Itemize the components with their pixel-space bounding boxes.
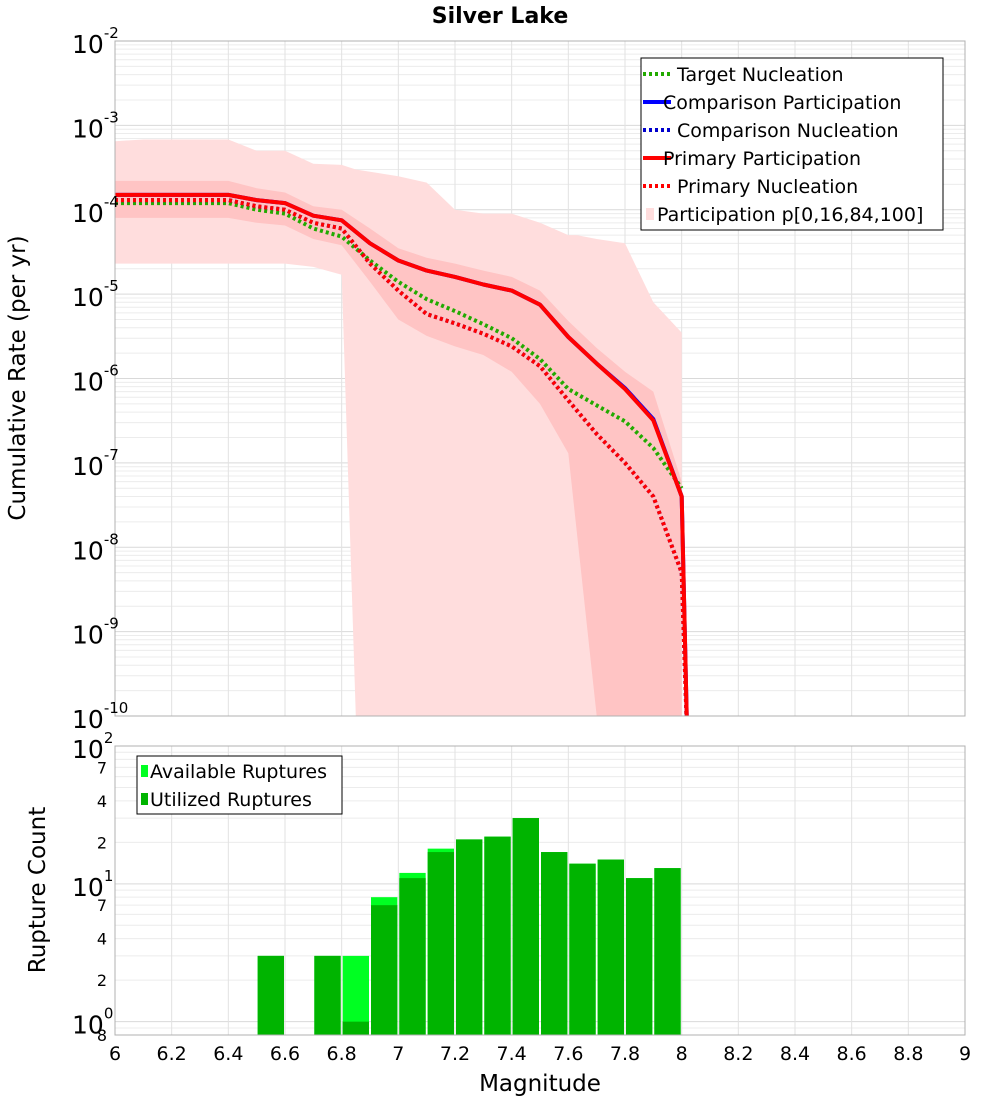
rate-y-tick-label: 10-8 bbox=[72, 530, 119, 565]
rate-panel: 10-10 10-9 10-8 10-7 10-6 10-5 10-4 10-3 10-2 Tar… bbox=[72, 24, 966, 734]
count-legend-box bbox=[136, 755, 343, 815]
utilized-ruptures-bar bbox=[626, 878, 653, 1035]
rate-y-tick-labels: 10-10 10-9 10-8 10-7 10-6 10-5 10-4 10-3 10-2 bbox=[72, 24, 128, 734]
count-y-minor-tick-label: 2 bbox=[97, 833, 107, 852]
utilized-ruptures-bar bbox=[314, 955, 341, 1035]
rate-y-tick-label: 10-10 bbox=[72, 699, 128, 734]
count-x-tick-label: 8.4 bbox=[780, 1043, 810, 1065]
rate-y-tick-label: 10-6 bbox=[72, 362, 119, 397]
count-plot-frame bbox=[114, 745, 966, 1036]
count-legend-label: Available Ruptures bbox=[150, 761, 327, 783]
utilized-ruptures-bar bbox=[399, 878, 426, 1035]
rate-plot-frame bbox=[114, 40, 966, 717]
count-x-tick-label: 8.6 bbox=[837, 1043, 867, 1065]
rate-legend-box bbox=[640, 57, 944, 231]
count-legend-swatch bbox=[141, 765, 148, 777]
count-y-minor-tick-label: 2 bbox=[97, 971, 107, 990]
utilized-ruptures-bar bbox=[427, 852, 454, 1035]
count-y-tick-labels: 100 101 102 8 2 4 7 2 4 7 bbox=[72, 729, 113, 1045]
utilized-ruptures-bar bbox=[597, 859, 624, 1035]
count-y-minor-tick-label: 7 bbox=[97, 896, 107, 915]
count-x-tick-label: 6.2 bbox=[157, 1043, 187, 1065]
count-x-tick-label: 6.4 bbox=[213, 1043, 243, 1065]
participation-band-outer bbox=[115, 139, 682, 716]
rate-y-tick-label: 10-7 bbox=[72, 446, 119, 481]
count-x-tick-label: 6 bbox=[109, 1043, 121, 1065]
count-x-tick-label: 7.8 bbox=[610, 1043, 640, 1065]
rate-y-tick-label: 10-4 bbox=[72, 193, 119, 228]
utilized-ruptures-bar bbox=[456, 839, 483, 1035]
rate-legend-label: Primary Nucleation bbox=[677, 176, 858, 198]
rate-y-tick-label: 10-9 bbox=[72, 615, 119, 650]
rate-legend-label: Comparison Participation bbox=[663, 92, 901, 114]
count-y-major-tick-label: 102 bbox=[72, 729, 113, 764]
legend-swatch-band bbox=[646, 208, 654, 220]
rate-legend-label: Primary Participation bbox=[663, 148, 861, 170]
rate-legend-label: Comparison Nucleation bbox=[677, 120, 899, 142]
count-x-tick-label: 7.4 bbox=[497, 1043, 527, 1065]
count-x-tick-label: 7.2 bbox=[440, 1043, 470, 1065]
participation-band-inner bbox=[115, 180, 682, 716]
count-x-tick-label: 9 bbox=[959, 1043, 971, 1065]
count-legend-label: Utilized Ruptures bbox=[150, 789, 312, 811]
utilized-ruptures-bar bbox=[512, 818, 539, 1035]
count-y-major-tick-label: 100 bbox=[72, 1005, 113, 1040]
rate-y-tick-label: 10-5 bbox=[72, 277, 119, 312]
count-x-tick-label: 7.6 bbox=[553, 1043, 583, 1065]
count-y-minor-tick-label: 8 bbox=[97, 1026, 107, 1045]
target-nucleation-line bbox=[115, 201, 684, 490]
chart-title: Silver Lake bbox=[432, 4, 569, 29]
rate-y-axis-label: Cumulative Rate (per yr) bbox=[5, 235, 31, 520]
count-x-tick-label: 7 bbox=[392, 1043, 404, 1065]
utilized-ruptures-bar bbox=[654, 868, 681, 1035]
count-x-tick-label: 6.8 bbox=[327, 1043, 357, 1065]
magnitude-x-axis-label: Magnitude bbox=[479, 1071, 601, 1097]
count-panel: 100 101 102 8 2 4 7 2 4 7 6 6.2 6.4 6.6 6.8 7 7.2 7.4 7.6 7… bbox=[72, 729, 971, 1065]
rate-series-group bbox=[115, 139, 689, 716]
count-y-minor-tick-label: 7 bbox=[97, 758, 107, 777]
rate-legend-label: Target Nucleation bbox=[676, 64, 844, 86]
primary-participation-line bbox=[115, 192, 689, 716]
rate-legend: Target Nucleation Comparison Participatio… bbox=[640, 57, 944, 231]
count-x-tick-label: 8.8 bbox=[893, 1043, 923, 1065]
rate-legend-label: Participation p[0,16,84,100] bbox=[657, 204, 923, 226]
utilized-ruptures-bar bbox=[484, 836, 511, 1035]
utilized-ruptures-bar bbox=[541, 852, 568, 1035]
utilized-ruptures-bar bbox=[371, 905, 398, 1035]
count-x-tick-label: 8.2 bbox=[723, 1043, 753, 1065]
utilized-ruptures-bar bbox=[342, 1021, 369, 1035]
primary-nucleation-line bbox=[115, 198, 689, 716]
count-x-tick-label: 6.6 bbox=[270, 1043, 300, 1065]
count-y-major-tick-label: 101 bbox=[72, 867, 113, 902]
count-bars bbox=[257, 818, 681, 1035]
count-x-tick-label: 8 bbox=[676, 1043, 688, 1065]
rate-y-tick-label: 10-3 bbox=[72, 108, 119, 143]
utilized-ruptures-bar bbox=[569, 863, 596, 1035]
count-y-axis-label: Rupture Count bbox=[25, 807, 51, 973]
count-y-minor-tick-label: 4 bbox=[97, 792, 107, 811]
count-y-minor-tick-label: 4 bbox=[97, 930, 107, 949]
count-legend-swatch bbox=[141, 793, 148, 805]
utilized-ruptures-bar bbox=[257, 955, 284, 1035]
count-legend: Available Ruptures Utilized Ruptures bbox=[136, 755, 343, 815]
count-x-tick-labels: 6 6.2 6.4 6.6 6.8 7 7.2 7.4 7.6 7.8 8 8.2 8.4 8.6 8.8 9 bbox=[109, 1043, 971, 1065]
rate-y-tick-label: 10-2 bbox=[72, 24, 119, 59]
